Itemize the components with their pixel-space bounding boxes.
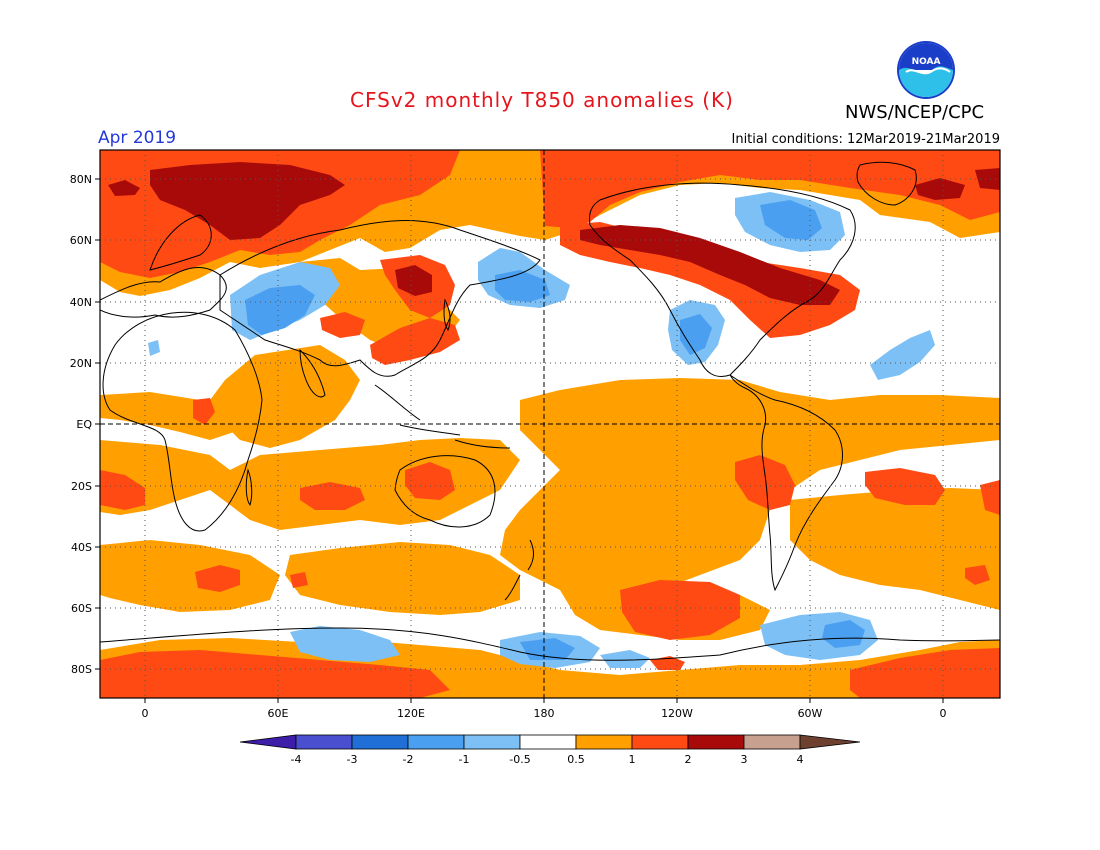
logo-text: NOAA [912,57,941,67]
colorbar-label: 1 [629,753,636,766]
lon-tick: 0 [142,707,149,720]
colorbar-label: -4 [291,753,302,766]
longitude-axis: 0 60E 120E 180 120W 60W 0 [142,707,947,720]
lat-tick: 20S [71,480,92,493]
lon-tick-marks [144,698,944,703]
colorbar-label: -1 [459,753,470,766]
lon-tick: 0 [940,707,947,720]
coastlines [100,161,1000,661]
grid-lines [100,150,1000,698]
colorbar-swatch [463,734,521,750]
lon-tick: 180 [534,707,555,720]
colorbar-low-arrow [239,734,297,750]
colorbar-label: 0.5 [567,753,585,766]
lat-tick: 20N [70,357,92,370]
equator-dateline-lines [100,150,1000,698]
colorbar-label: 2 [685,753,692,766]
colorbar-swatch [743,734,801,750]
forecast-month-label: Apr 2019 [98,128,177,148]
colorbar-label: -0.5 [509,753,530,766]
anomaly-band-neg2-neg1 [245,200,865,660]
anomaly-band-2-3 [108,162,1000,305]
lat-tick: EQ [76,418,92,431]
latitude-axis: 80N 60N 40N 20N EQ 20S 40S 60S 80S [70,173,93,676]
colorbar-swatch [295,734,353,750]
colorbar-label: 3 [741,753,748,766]
lat-tick: 60S [71,602,92,615]
colorbar-label: -3 [347,753,358,766]
colorbar-swatch [631,734,689,750]
colorbar-swatch [407,734,465,750]
lat-tick: 80S [71,663,92,676]
lat-tick: 60N [70,234,92,247]
initial-conditions-label: Initial conditions: 12Mar2019-21Mar2019 [731,132,1001,147]
lon-tick: 120E [397,707,425,720]
chart-title: CFSv2 monthly T850 anomalies (K) [350,88,734,112]
lon-tick: 60E [268,707,289,720]
lat-tick: 80N [70,173,92,186]
colorbar-swatch [687,734,745,750]
anomaly-fields [100,150,1000,698]
lat-tick: 40S [71,541,92,554]
lat-tick: 40N [70,296,92,309]
lon-tick: 60W [798,707,823,720]
agency-label: NWS/NCEP/CPC [845,102,985,123]
colorbar-swatch [519,734,577,750]
lon-tick: 120W [661,707,693,720]
noaa-logo: NOAA [897,41,955,99]
colorbar-swatch [575,734,633,750]
lat-tick-marks [95,178,100,670]
colorbar-label: -2 [403,753,414,766]
colorbar-swatch [351,734,409,750]
colorbar-high-arrow [799,734,861,750]
colorbar: -4 -3 -2 -1 -0.5 0.5 1 2 3 4 [239,734,861,766]
colorbar-label: 4 [797,753,804,766]
